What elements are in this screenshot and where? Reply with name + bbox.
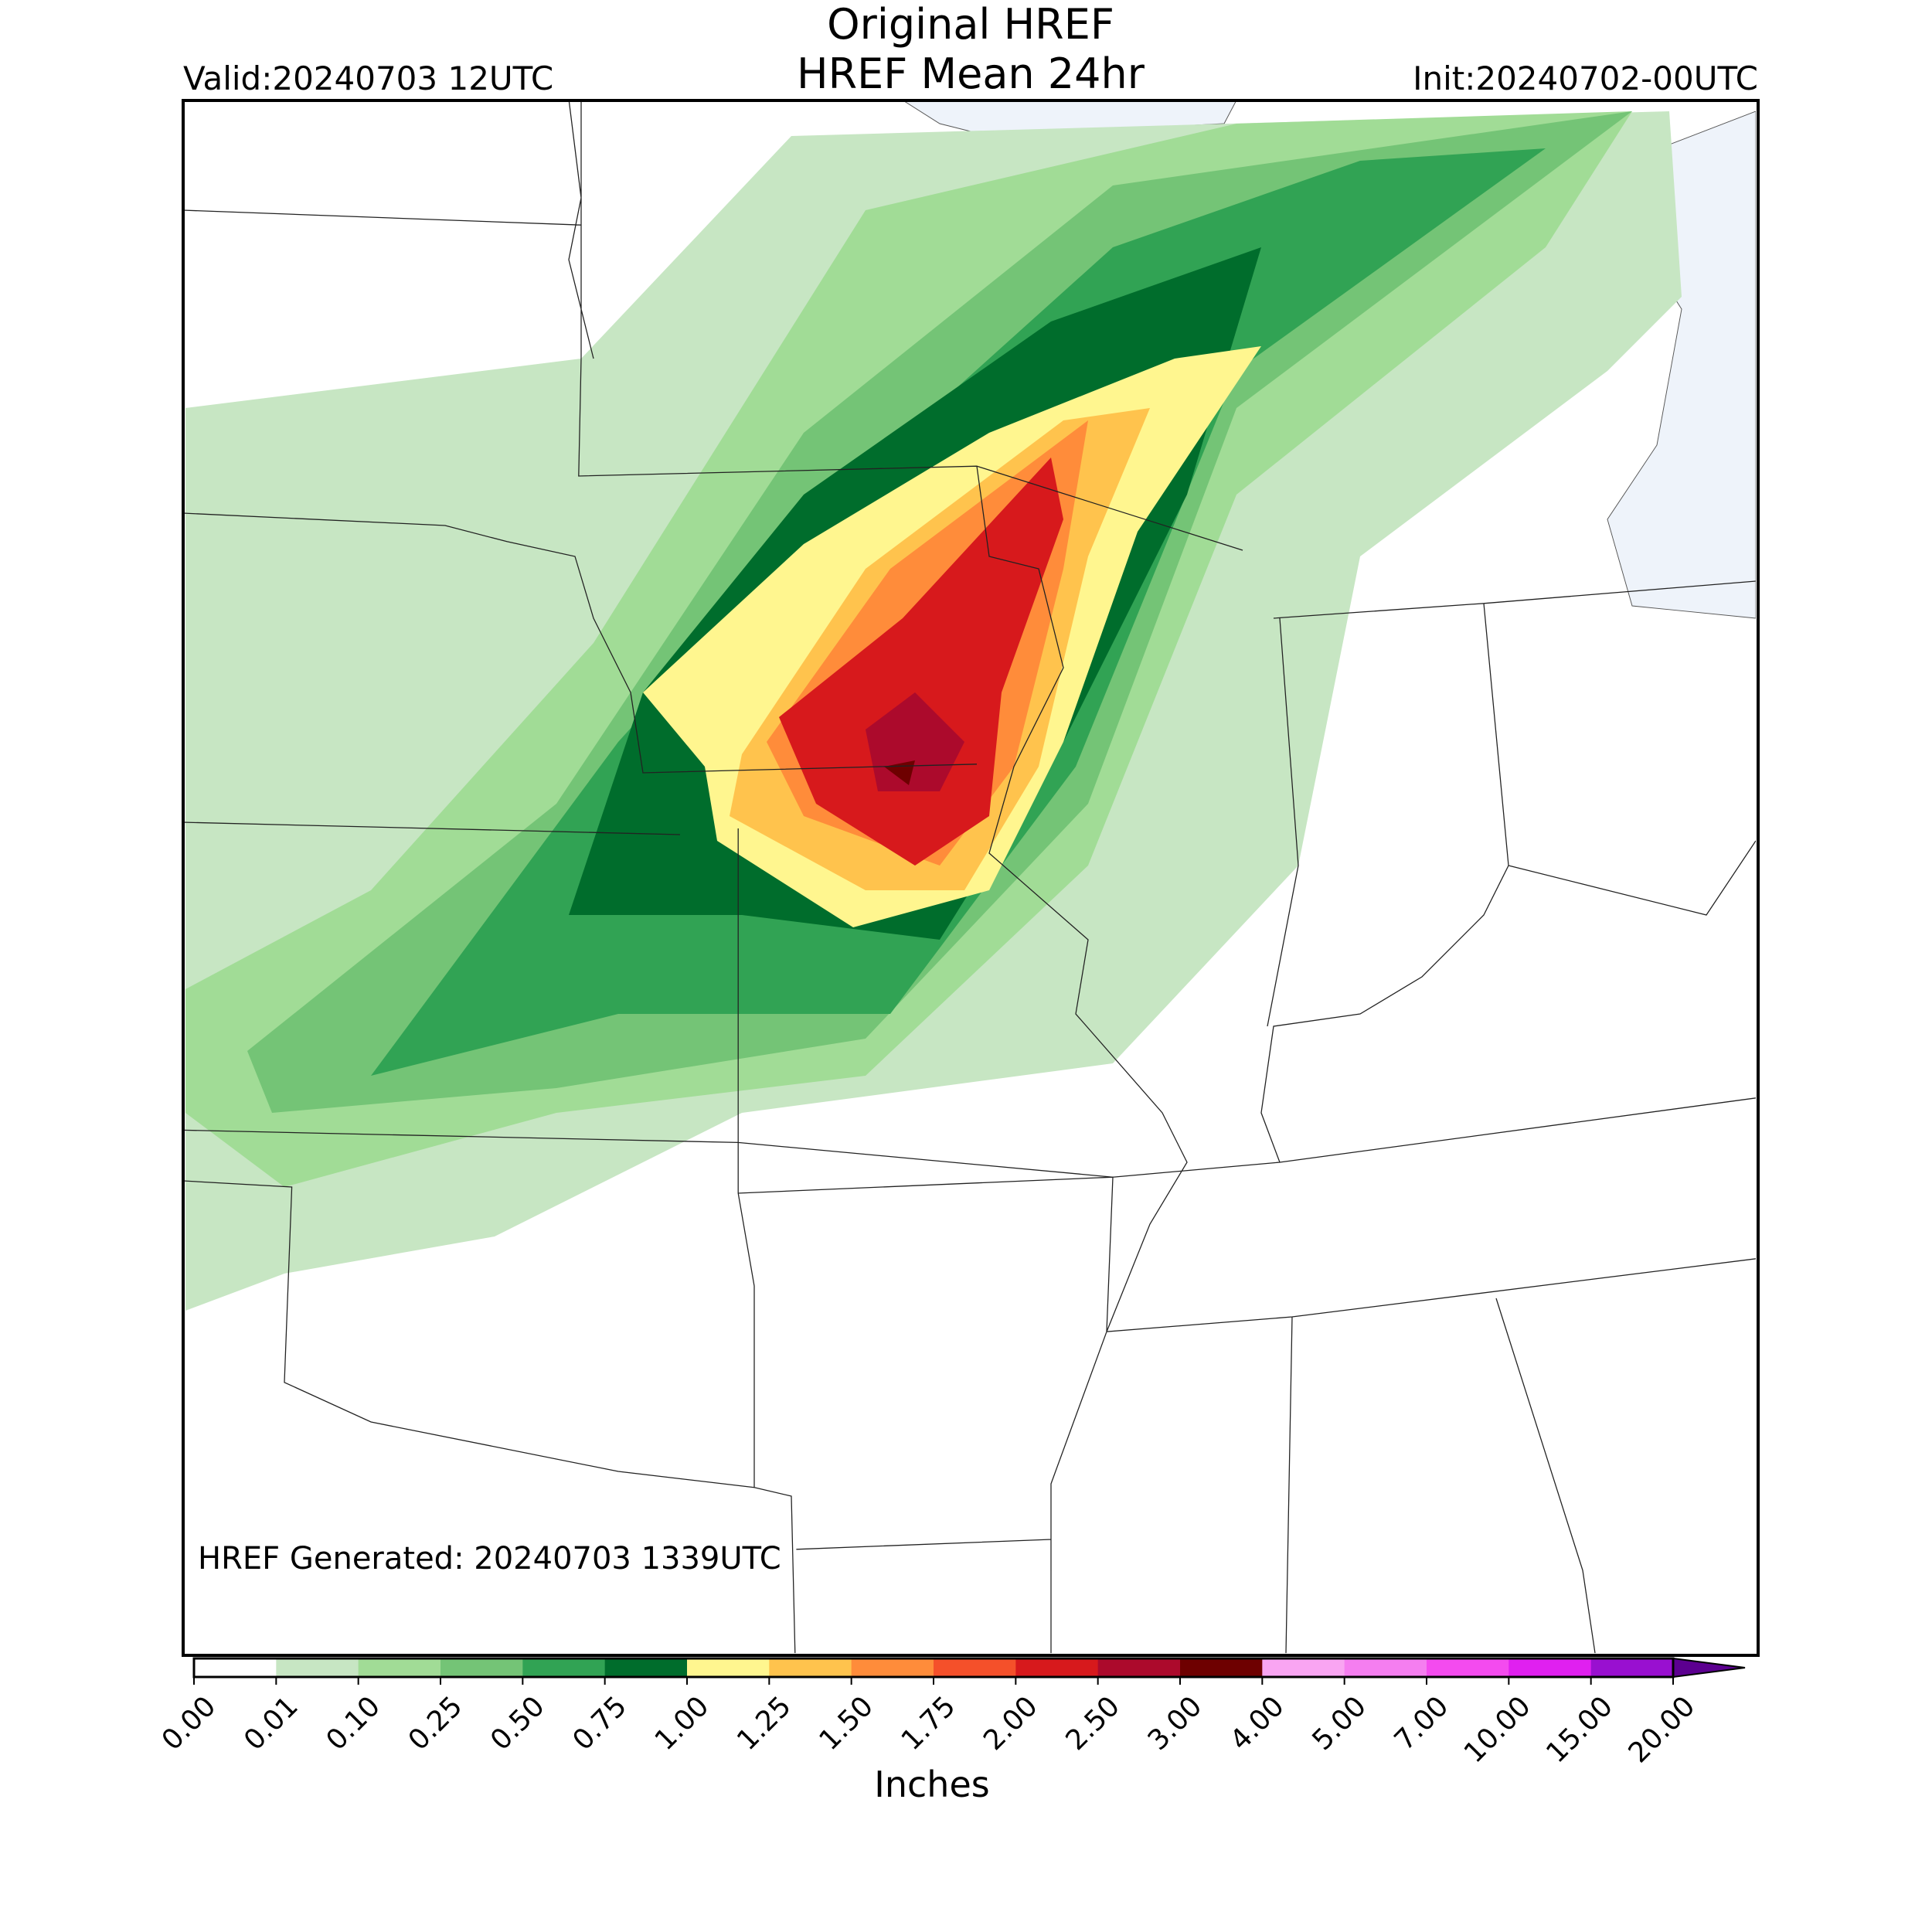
valid-time: Valid:20240703 12UTC — [183, 60, 553, 97]
colorbar-tick-label: 0.25 — [403, 1690, 469, 1757]
precip-area — [779, 457, 1063, 866]
map — [182, 100, 1757, 1654]
colorbar-tick-label: 2.00 — [978, 1690, 1044, 1757]
colorbar-bin — [522, 1658, 606, 1677]
colorbar-tick-label: 10.00 — [1458, 1690, 1537, 1769]
colorbar-bin — [851, 1658, 934, 1677]
map-frame — [182, 99, 1760, 1657]
colorbar-tick-label: 1.00 — [649, 1690, 716, 1757]
colorbar-label: Inches — [874, 1764, 989, 1805]
colorbar-bin — [934, 1658, 1016, 1677]
colorbar-bin — [1427, 1658, 1509, 1677]
colorbar-tick-label: 7.00 — [1389, 1690, 1455, 1757]
colorbar-tick-label: 20.00 — [1623, 1690, 1702, 1769]
generated-time: HREF Generated: 20240703 1339UTC — [198, 1541, 781, 1577]
colorbar-bin — [1344, 1658, 1427, 1677]
state-borders — [182, 100, 1757, 1654]
title: HREF Mean 24hr — [797, 49, 1145, 98]
colorbar-tick-label: 0.50 — [485, 1690, 551, 1757]
colorbar-bin — [769, 1658, 852, 1677]
colorbar-bin — [194, 1658, 277, 1677]
colorbar-tick-label: 2.50 — [1060, 1690, 1126, 1757]
colorbar-bin — [1590, 1658, 1674, 1677]
colorbar-bin — [440, 1658, 523, 1677]
colorbar-tick-label: 15.00 — [1540, 1690, 1619, 1769]
colorbar-bin — [1097, 1658, 1181, 1677]
colorbar-tick-label: 0.01 — [238, 1690, 304, 1757]
colorbar-tick-label: 3.00 — [1142, 1690, 1209, 1757]
colorbar-tick-label: 5.00 — [1306, 1690, 1372, 1757]
colorbar-tick-label: 1.50 — [813, 1690, 879, 1757]
colorbar-bin — [358, 1658, 441, 1677]
colorbar-tick-label: 4.00 — [1224, 1690, 1291, 1757]
title: Original HREF — [827, 0, 1114, 49]
init-time: Init:20240702-00UTC — [1413, 60, 1758, 97]
colorbar-tick-label: 1.25 — [731, 1690, 798, 1757]
colorbar-tick-label: 0.75 — [566, 1690, 633, 1757]
colorbar-bin — [687, 1658, 770, 1677]
colorbar-extend — [1672, 1657, 1746, 1679]
colorbar-bin — [1262, 1658, 1345, 1677]
colorbar-bin — [276, 1658, 359, 1677]
colorbar: 0.00 0.01 0.10 0.25 0.50 0.75 1.00 1.25 1.50 1.75… — [156, 1657, 1746, 1769]
colorbar-bin — [1180, 1658, 1263, 1677]
colorbar-tick-label: 1.75 — [896, 1690, 962, 1757]
colorbar-bin — [604, 1658, 688, 1677]
colorbar-tick-label: 0.00 — [156, 1690, 223, 1757]
colorbar-bin — [1015, 1658, 1099, 1677]
colorbar-tick-label: 0.10 — [320, 1690, 386, 1757]
colorbar-bin — [1509, 1658, 1592, 1677]
